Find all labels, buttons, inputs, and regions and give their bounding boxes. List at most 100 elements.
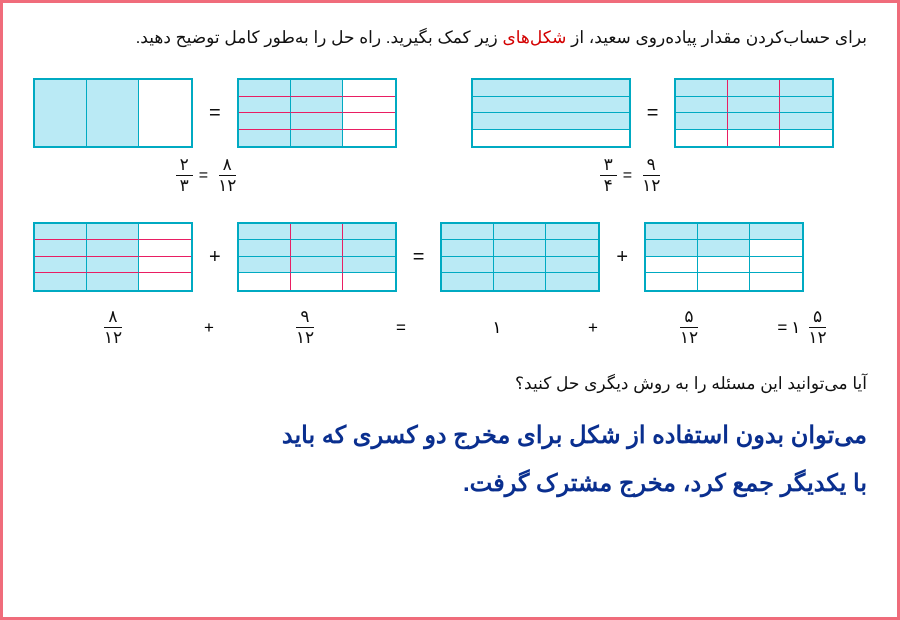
cell [494,224,546,241]
cell [239,97,291,114]
page: برای حساب‌کردن مقدار پیاده‌روی سعید، از … [0,0,900,620]
rect-add-9-12 [237,222,397,292]
cell [698,273,750,290]
rect-3over4 [471,78,631,148]
cell [87,224,139,241]
cell [494,240,546,257]
den: ۱۲ [214,176,240,196]
cell [676,97,728,114]
frac-8-12: ۸ ۱۲ [214,155,240,197]
cell [473,80,629,97]
cell [87,240,139,257]
den: ۱۲ [804,328,830,348]
frac-9-12: ۹ ۱۲ [638,155,664,197]
cell [698,240,750,257]
lbl-result: = ۱ ۵ ۱۲ [769,307,839,349]
den: ۳ [176,176,193,196]
cell [546,273,598,290]
cell [343,273,395,290]
rect-9over12 [674,78,834,148]
question2: آیا می‌توانید این مسئله را به روش دیگری … [33,374,867,394]
cell [35,80,87,146]
answer-line1: می‌توان بدون استفاده از شکل برای مخرج دو… [33,412,867,460]
instruction-text: برای حساب‌کردن مقدار پیاده‌روی سعید، از … [33,28,867,48]
cell [646,273,698,290]
num: ۹ [296,307,313,328]
cell [473,113,629,130]
plus-sign: + [612,222,632,292]
lbl-9-12: ۹ ۱۲ [225,307,385,349]
cell [343,240,395,257]
num: ۹ [643,155,660,176]
r1-left-rect2 [237,78,397,148]
cell [239,257,291,274]
cell [750,224,802,241]
den: ۱۲ [638,176,664,196]
cell [239,130,291,147]
cell [343,130,395,147]
cell [291,240,343,257]
cell [442,240,494,257]
eq2: = [777,318,787,338]
cell [35,273,87,290]
eq1: = [385,318,417,338]
cell [239,80,291,97]
cell [343,97,395,114]
row1-labels: ۲ ۳ = ۸ ۱۲ ۳ ۴ = ۹ ۱۲ [33,155,867,197]
cell [728,80,780,97]
cell [494,273,546,290]
cell [35,240,87,257]
cell [442,273,494,290]
cell [750,240,802,257]
cell [728,130,780,147]
num: ۲ [176,155,193,176]
cell [442,257,494,274]
rect-whole [440,222,600,292]
cell [780,80,832,97]
den: ۱۲ [292,328,318,348]
num: ۵ [809,307,826,328]
cell [750,257,802,274]
plus2: + [577,318,609,338]
eq-sign: = [623,167,632,185]
cell [343,257,395,274]
cell [780,97,832,114]
rect-add-8-12 [33,222,193,292]
answer-line2: با یکدیگر جمع کرد، مخرج مشترک گرفت. [33,460,867,508]
instruction-highlight: شکل‌های [502,28,566,47]
cell [473,130,629,147]
cell [139,224,191,241]
row2-labels: ۸ ۱۲ + ۹ ۱۲ = ۱ + ۵ ۱۲ = ۱ ۵ ۱۲ [33,307,867,349]
num: ۳ [600,155,617,176]
cell [646,257,698,274]
cell [87,80,139,146]
r1-right-rect2 [674,78,834,148]
frac-mixed: ۵ ۱۲ [804,307,830,349]
instruction-p2: زیر کمک بگیرید. راه حل را به‌طور کامل تو… [136,28,498,47]
cell [35,257,87,274]
cell [239,273,291,290]
r1-right-rect1 [471,78,631,148]
cell [546,240,598,257]
cell [239,113,291,130]
answer-text: می‌توان بدون استفاده از شکل برای مخرج دو… [33,412,867,508]
lbl-whole: ۱ [417,318,577,338]
cell [87,257,139,274]
cell [728,97,780,114]
frac-8-12: ۸ ۱۲ [100,307,126,349]
cell [780,130,832,147]
equals-sign: = [409,222,429,292]
cell [291,257,343,274]
frac-2-3: ۲ ۳ [176,155,193,197]
cell [239,224,291,241]
cell [139,240,191,257]
cell [291,130,343,147]
lbl-8-12: ۸ ۱۲ [33,307,193,349]
cell [698,224,750,241]
cell [139,80,191,146]
cell [35,224,87,241]
eq-sign: = [199,167,208,185]
cell [343,113,395,130]
eq-3-4: ۳ ۴ = ۹ ۱۲ [457,155,807,197]
rect-5-12 [644,222,804,292]
